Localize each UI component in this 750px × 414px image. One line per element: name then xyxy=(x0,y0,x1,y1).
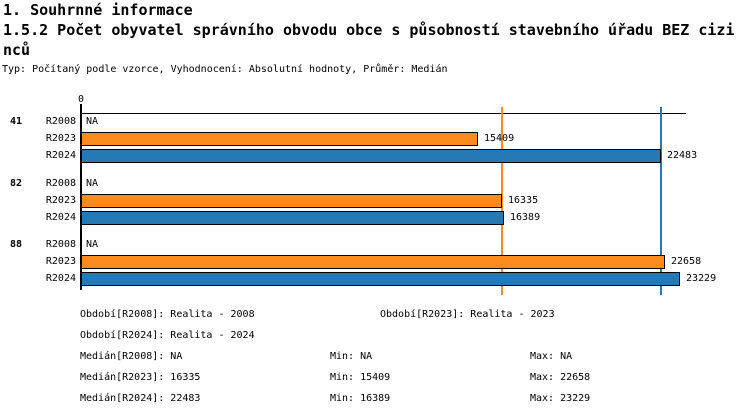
bar-r2023 xyxy=(81,132,478,146)
reference-line-median-r2023 xyxy=(501,107,503,295)
series-label-r2023: R2023 xyxy=(45,256,76,267)
legend-min-r2008: Min: NA xyxy=(330,351,373,362)
series-label-r2008: R2008 xyxy=(45,239,76,250)
na-value-label: NA xyxy=(86,239,99,250)
bar-r2023 xyxy=(81,194,502,208)
legend-obdobi-r2024: Období[R2024]: Realita - 2024 xyxy=(80,330,255,341)
series-label-r2008: R2008 xyxy=(45,178,76,189)
na-value-label: NA xyxy=(86,116,99,127)
bar-value-label: 16335 xyxy=(508,195,539,206)
series-label-r2024: R2024 xyxy=(45,273,76,284)
bar-r2023 xyxy=(81,255,665,269)
na-value-label: NA xyxy=(86,178,99,189)
chart-subtitle: Typ: Počítaný podle vzorce, Vyhodnocení:… xyxy=(2,64,448,75)
legend-max-r2008: Max: NA xyxy=(530,351,573,362)
bar-value-label: 23229 xyxy=(686,273,717,284)
chart-title: 1.5.2 Počet obyvatel správního obvodu ob… xyxy=(3,21,735,59)
report-section-title: 1. Souhrnné informace xyxy=(3,1,193,19)
bar-value-label: 22658 xyxy=(671,256,702,267)
series-label-r2023: R2023 xyxy=(45,133,76,144)
legend-max-r2023: Max: 22658 xyxy=(530,372,591,383)
bar-value-label: 15409 xyxy=(484,133,515,144)
bar-r2024 xyxy=(81,272,680,286)
bar-r2024 xyxy=(81,149,661,163)
legend-median-r2023: Medián[R2023]: 16335 xyxy=(80,372,201,383)
bar-value-label: 22483 xyxy=(667,150,698,161)
series-label-r2024: R2024 xyxy=(45,212,76,223)
x-axis-line xyxy=(81,113,686,114)
x-axis-zero-label: 0 xyxy=(77,94,85,105)
reference-line-median-r2024 xyxy=(660,107,662,295)
series-label-r2008: R2008 xyxy=(45,116,76,127)
legend-obdobi-r2008: Období[R2008]: Realita - 2008 xyxy=(80,309,255,320)
x-axis-tick xyxy=(80,104,82,114)
legend-min-r2024: Min: 16389 xyxy=(330,393,391,404)
group-label: 82 xyxy=(9,178,22,189)
legend-obdobi-r2023: Období[R2023]: Realita - 2023 xyxy=(380,309,555,320)
legend-median-r2008: Medián[R2008]: NA xyxy=(80,351,183,362)
legend-max-r2024: Max: 23229 xyxy=(530,393,591,404)
legend-min-r2023: Min: 15409 xyxy=(330,372,391,383)
group-label: 41 xyxy=(9,116,22,127)
legend-median-r2024: Medián[R2024]: 22483 xyxy=(80,393,201,404)
series-label-r2024: R2024 xyxy=(45,150,76,161)
group-label: 88 xyxy=(9,239,22,250)
series-label-r2023: R2023 xyxy=(45,195,76,206)
bar-r2024 xyxy=(81,211,504,225)
bar-value-label: 16389 xyxy=(510,212,541,223)
